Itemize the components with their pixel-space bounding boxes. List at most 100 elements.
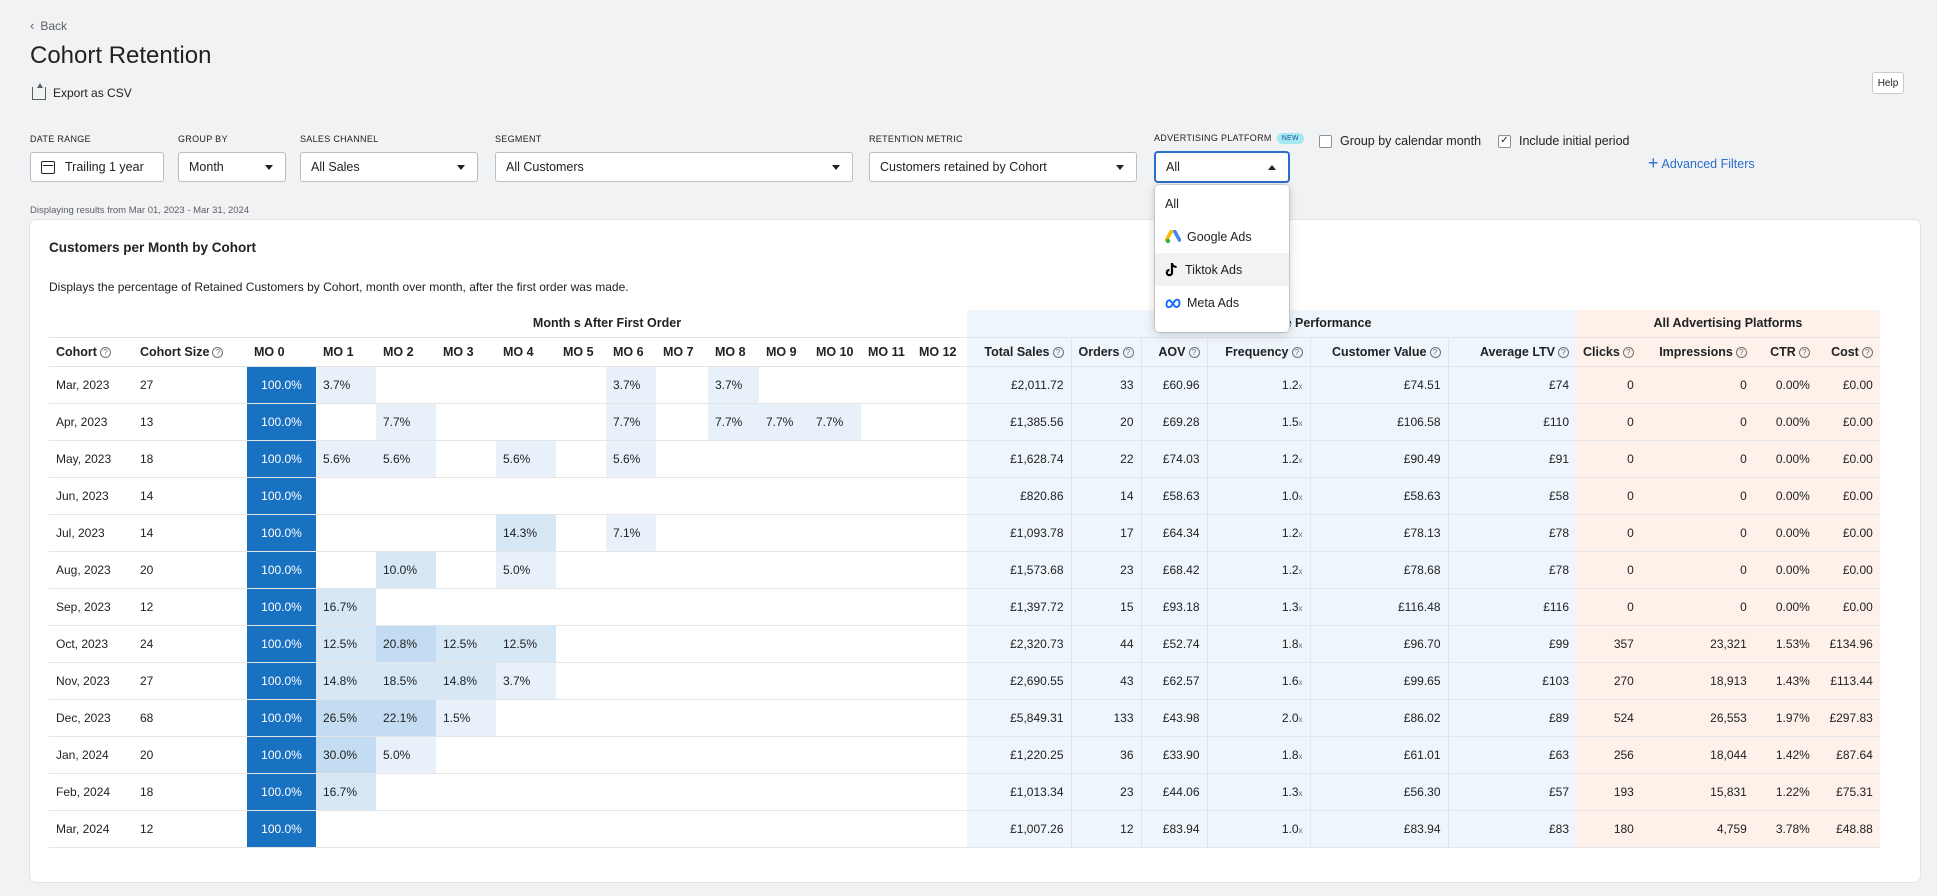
include-initial-toggle[interactable]: ✓ Include initial period	[1498, 134, 1630, 148]
table-row: Mar, 2024 12 100.0% £1,007.26 12 £83.94 1.0x £8…	[49, 810, 1880, 848]
menu-item-meta-ads[interactable]: Meta Ads	[1155, 286, 1289, 319]
cost-cell: £134.96	[1816, 625, 1880, 663]
frequency-suffix: x	[1298, 455, 1303, 465]
export-csv-button[interactable]: Export as CSV	[32, 82, 132, 100]
retention-cell	[809, 773, 861, 811]
frequency-value: 1.2	[1281, 525, 1299, 540]
retention-cell	[759, 366, 809, 404]
question-circle-icon[interactable]: ?	[1052, 346, 1064, 358]
chevron-left-icon: ‹	[30, 18, 35, 33]
retention-cell	[556, 588, 606, 626]
col-orders: Orders?	[1070, 336, 1141, 367]
clicks-cell: 0	[1576, 588, 1641, 626]
cohort-table: Month s After First Order e Performance …	[49, 310, 1880, 848]
question-circle-icon[interactable]: ?	[1291, 346, 1303, 358]
retention-cell	[861, 699, 912, 737]
question-circle-icon[interactable]: ?	[1122, 346, 1134, 358]
orders-cell: 22	[1070, 440, 1141, 478]
question-circle-icon[interactable]: ?	[99, 346, 111, 358]
orders-cell: 43	[1070, 662, 1141, 700]
menu-item-all[interactable]: All	[1155, 187, 1289, 220]
checkbox-checked-icon[interactable]: ✓	[1498, 134, 1511, 148]
retention-cell	[436, 514, 496, 552]
impressions-cell: 0	[1640, 588, 1754, 626]
retention-cell	[496, 699, 556, 737]
customer-value-cell: £106.58	[1309, 403, 1448, 441]
retention-cell	[708, 440, 759, 478]
frequency-cell: 1.8x	[1206, 625, 1310, 663]
retention-cell: 5.0%	[496, 551, 556, 589]
segment-select[interactable]: All Customers	[495, 152, 853, 182]
advertising-platform-label-text: ADVERTISING PLATFORM	[1154, 133, 1272, 143]
cohort-size-cell: 18	[133, 773, 247, 811]
cost-cell: £113.44	[1816, 662, 1880, 700]
orders-cell: 33	[1070, 366, 1141, 404]
retention-metric-select[interactable]: Customers retained by Cohort	[869, 152, 1137, 182]
retention-cell: 5.6%	[606, 440, 656, 478]
clicks-cell: 0	[1576, 477, 1641, 515]
retention-cell	[436, 810, 496, 848]
retention-cell	[759, 773, 809, 811]
question-circle-icon[interactable]: ?	[1622, 346, 1634, 358]
retention-cell	[556, 736, 606, 774]
displaying-range-text: Displaying results from Mar 01, 2023 - M…	[30, 205, 250, 216]
sales-channel-select[interactable]: All Sales	[300, 152, 478, 182]
retention-cell	[436, 551, 496, 589]
menu-item-tiktok-ads[interactable]: Tiktok Ads	[1155, 253, 1289, 286]
total-sales-cell: £820.86	[967, 477, 1071, 515]
average-ltv-cell: £58	[1447, 477, 1576, 515]
date-range-picker[interactable]: Trailing 1 year	[30, 152, 164, 182]
retention-cell: 12.5%	[316, 625, 376, 663]
cohort-size-cell: 12	[133, 810, 247, 848]
retention-cell	[556, 477, 606, 515]
question-circle-icon[interactable]: ?	[1558, 346, 1569, 358]
question-circle-icon[interactable]: ?	[1188, 346, 1200, 358]
frequency-value: 1.2	[1281, 377, 1299, 392]
retention-cell: 100.0%	[247, 588, 316, 626]
retention-cell	[912, 773, 967, 811]
question-circle-icon[interactable]: ?	[1429, 346, 1441, 358]
impressions-cell: 0	[1640, 551, 1754, 589]
col-clicks-label: Clicks	[1583, 344, 1620, 359]
col-mo-4: MO 4	[496, 336, 556, 367]
clicks-cell: 180	[1576, 810, 1641, 848]
retention-cell	[656, 366, 708, 404]
average-ltv-cell: £78	[1447, 551, 1576, 589]
retention-cell	[759, 625, 809, 663]
back-link[interactable]: ‹ Back	[30, 18, 67, 33]
question-circle-icon[interactable]: ?	[1798, 346, 1810, 358]
retention-cell	[606, 662, 656, 700]
retention-cell	[556, 366, 606, 404]
frequency-cell: 1.8x	[1206, 736, 1310, 774]
frequency-value: 1.2	[1281, 562, 1299, 577]
aov-cell: £62.57	[1140, 662, 1207, 700]
clicks-cell: 193	[1576, 773, 1641, 811]
checkbox-unchecked-icon[interactable]	[1319, 134, 1332, 148]
retention-cell: 26.5%	[316, 699, 376, 737]
aov-cell: £60.96	[1140, 366, 1207, 404]
ctr-cell: 1.22%	[1753, 773, 1817, 811]
group-by-select[interactable]: Month	[178, 152, 286, 182]
frequency-cell: 1.5x	[1206, 403, 1310, 441]
retention-cell	[556, 773, 606, 811]
help-button[interactable]: Help	[1872, 72, 1904, 94]
advertising-platform-select[interactable]: All	[1155, 152, 1289, 182]
question-circle-icon[interactable]: ?	[1735, 346, 1747, 358]
group-by-label: GROUP BY	[178, 134, 228, 144]
frequency-value: 1.6	[1281, 673, 1299, 688]
group-by-calendar-toggle[interactable]: Group by calendar month	[1319, 134, 1481, 148]
question-circle-icon[interactable]: ?	[1861, 346, 1873, 358]
retention-cell: 14.8%	[436, 662, 496, 700]
impressions-cell: 0	[1640, 440, 1754, 478]
impressions-cell: 4,759	[1640, 810, 1754, 848]
retention-cell	[759, 551, 809, 589]
advanced-filters-link[interactable]: + Advanced Filters	[1648, 153, 1755, 174]
table-row: Feb, 2024 18 100.0% 16.7% £1,013.34 23 £44.06 1…	[49, 773, 1880, 811]
clicks-cell: 256	[1576, 736, 1641, 774]
sales-channel-label: SALES CHANNEL	[300, 134, 379, 144]
menu-item-google-ads[interactable]: Google Ads	[1155, 220, 1289, 253]
retention-cell: 100.0%	[247, 662, 316, 700]
retention-cell	[556, 551, 606, 589]
retention-cell	[606, 699, 656, 737]
question-circle-icon[interactable]: ?	[212, 346, 224, 358]
